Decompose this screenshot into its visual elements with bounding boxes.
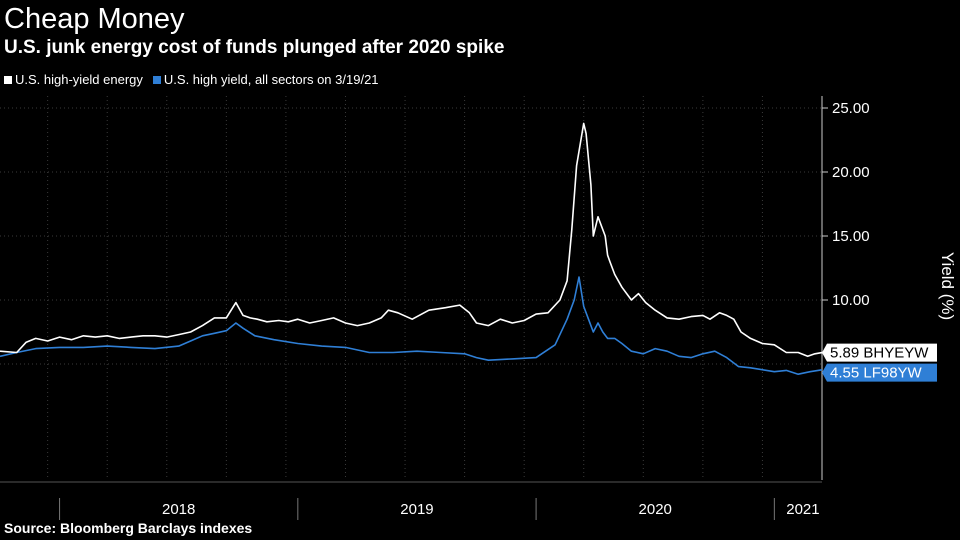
tag-energy: 5.89 BHYEYW	[822, 343, 937, 362]
tag-all-sectors: 4.55 LF98YW	[822, 363, 937, 382]
tag-all-sectors-box	[822, 363, 937, 382]
x-tick-label: 2020	[639, 501, 672, 518]
legend-label-all-sectors: U.S. high yield, all sectors on 3/19/21	[163, 72, 379, 87]
tag-energy-label: 5.89 BHYEYW	[830, 345, 929, 362]
legend-item-all-sectors: U.S. high yield, all sectors on 3/19/21	[152, 72, 379, 87]
chart-subtitle: U.S. junk energy cost of funds plunged a…	[4, 37, 505, 58]
y-tick-label: 25.00	[832, 100, 870, 117]
legend-swatch-all-sectors	[152, 75, 161, 84]
tag-all-sectors-label: 4.55 LF98YW	[830, 365, 923, 382]
legend-swatch-energy	[4, 75, 12, 84]
series-layer	[0, 122, 823, 375]
y-tick-label: 15.00	[832, 228, 870, 245]
x-tick-label: 2021	[786, 501, 819, 518]
y-tick-label: 20.00	[832, 164, 870, 181]
chart-title: Cheap Money	[4, 3, 185, 35]
axis-layer: 25.00 20.00 15.00 10.00 2018 2019 2020 2021 Yiel…	[0, 96, 957, 520]
tag-energy-box	[822, 343, 937, 362]
x-tick-label: 2019	[400, 501, 433, 518]
tag-layer: 5.89 BHYEYW 4.55 LF98YW	[822, 343, 937, 382]
legend-label-energy: U.S. high-yield energy	[15, 72, 143, 87]
legend-item-energy: U.S. high-yield energy	[4, 72, 143, 87]
source-note: Source: Bloomberg Barclays indexes	[4, 520, 253, 536]
grid-layer	[0, 96, 822, 480]
y-tick-label: 10.00	[832, 292, 870, 309]
chart-legend: U.S. high-yield energy U.S. high yield, …	[4, 72, 379, 87]
y-axis-title: Yield (%)	[938, 252, 957, 320]
series-line-energy	[0, 122, 823, 358]
series-line-all-sectors	[0, 276, 823, 375]
x-tick-label: 2018	[162, 501, 195, 518]
